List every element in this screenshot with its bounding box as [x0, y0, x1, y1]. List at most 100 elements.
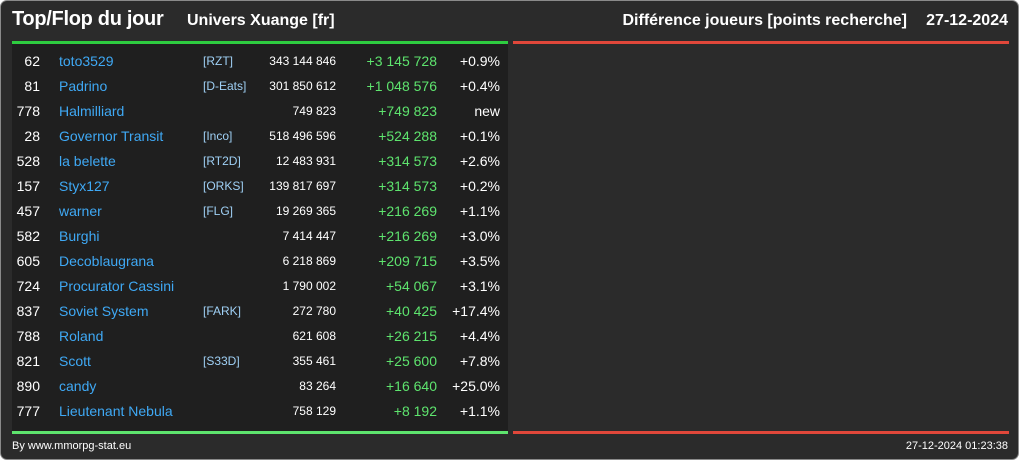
player-name-link[interactable]: Procurator Cassini	[59, 278, 175, 294]
percent-change: +0.2%	[459, 178, 500, 194]
player-name-link[interactable]: candy	[59, 378, 97, 394]
player-points: 7 414 447	[282, 229, 336, 243]
player-rank: 605	[16, 253, 40, 269]
player-points: 19 269 365	[275, 204, 336, 218]
flop-panel	[513, 41, 1009, 434]
universe-label: Univers Xuange [fr]	[187, 12, 335, 29]
page-title: Top/Flop du jour	[12, 8, 164, 30]
points-difference: +209 715	[378, 253, 437, 269]
player-name-link[interactable]: Halmilliard	[59, 103, 125, 119]
player-row: 28 Governor Transit [Inco] 518 496 596 +524 …	[12, 124, 508, 149]
player-rank: 788	[16, 328, 40, 344]
player-row: 837 Soviet System [FARK] 272 780 +40 425 +17.…	[12, 299, 508, 324]
points-difference: +216 269	[378, 228, 437, 244]
flop-panel-accent-top	[513, 41, 1009, 44]
player-name-link[interactable]: warner	[59, 203, 102, 219]
percent-change: new	[474, 103, 500, 119]
points-difference: +314 573	[378, 178, 437, 194]
player-name-link[interactable]: Styx127	[59, 178, 110, 194]
player-row: 528 la belette [RT2D] 12 483 931 +314 573 +2.…	[12, 149, 508, 174]
top-panel: 62 toto3529 [RZT] 343 144 846 +3 145 728 +0.9…	[12, 41, 508, 434]
percent-change: +7.8%	[459, 353, 500, 369]
player-name-link[interactable]: Soviet System	[59, 303, 149, 319]
player-name-link[interactable]: la belette	[59, 153, 116, 169]
player-points: 518 496 596	[269, 129, 336, 143]
percent-change: +0.1%	[459, 128, 500, 144]
percent-change: +25.0%	[452, 378, 500, 394]
player-points: 1 790 002	[282, 279, 336, 293]
player-points: 343 144 846	[269, 54, 336, 68]
alliance-tag-link[interactable]: [Inco]	[203, 129, 233, 143]
alliance-tag-link[interactable]: [D-Eats]	[203, 79, 247, 93]
percent-change: +0.4%	[459, 78, 500, 94]
player-row: 157 Styx127 [ORKS] 139 817 697 +314 573 +0.2%	[12, 174, 508, 199]
percent-change: +3.5%	[459, 253, 500, 269]
player-name-link[interactable]: Burghi	[59, 228, 100, 244]
points-difference: +216 269	[378, 203, 437, 219]
player-row: 457 warner [FLG] 19 269 365 +216 269 +1.1%	[12, 199, 508, 224]
player-name-link[interactable]: Roland	[59, 328, 104, 344]
player-rank: 890	[16, 378, 40, 394]
points-difference: +524 288	[378, 128, 437, 144]
player-rank: 62	[24, 53, 40, 69]
player-rank: 157	[16, 178, 40, 194]
alliance-tag-link[interactable]: [FARK]	[203, 304, 242, 318]
percent-change: +3.1%	[459, 278, 500, 294]
player-points: 621 608	[292, 329, 336, 343]
player-points: 758 129	[292, 404, 336, 418]
percent-change: +2.6%	[459, 153, 500, 169]
player-rank: 81	[24, 78, 40, 94]
player-rank: 28	[24, 128, 40, 144]
points-difference: +749 823	[378, 103, 437, 119]
player-points: 12 483 931	[275, 154, 336, 168]
player-points: 6 218 869	[282, 254, 336, 268]
date-label: 27-12-2024	[926, 12, 1008, 29]
player-row: 890 candy 83 264 +16 640 +25.0%	[12, 374, 508, 399]
player-name-link[interactable]: Governor Transit	[59, 128, 164, 144]
points-difference: +26 215	[386, 328, 437, 344]
alliance-tag-link[interactable]: [RZT]	[203, 54, 233, 68]
player-points: 301 850 612	[269, 79, 336, 93]
player-row: 62 toto3529 [RZT] 343 144 846 +3 145 728 +0.9…	[12, 49, 508, 74]
player-row: 605 Decoblaugrana 6 218 869 +209 715 +3.5%	[12, 249, 508, 274]
player-row: 777 Lieutenant Nebula 758 129 +8 192 +1.1%	[12, 399, 508, 424]
player-name-link[interactable]: Scott	[59, 353, 91, 369]
alliance-tag-link[interactable]: [ORKS]	[203, 179, 244, 193]
player-points: 272 780	[292, 304, 336, 318]
percent-change: +0.9%	[459, 53, 500, 69]
footer-credit: By www.mmorpg-stat.eu	[12, 440, 132, 452]
player-points: 83 264	[299, 379, 336, 393]
player-points: 749 823	[292, 104, 336, 118]
percent-change: +1.1%	[459, 403, 500, 419]
player-rank: 821	[16, 353, 40, 369]
player-name-link[interactable]: toto3529	[59, 53, 114, 69]
percent-change: +1.1%	[459, 203, 500, 219]
player-row: 821 Scott [S33D] 355 461 +25 600 +7.8%	[12, 349, 508, 374]
metric-label: Différence joueurs [points recherche]	[622, 12, 907, 29]
top-panel-accent-bottom	[12, 431, 508, 434]
player-row: 788 Roland 621 608 +26 215 +4.4%	[12, 324, 508, 349]
player-rank: 457	[16, 203, 40, 219]
player-rank: 837	[16, 303, 40, 319]
points-difference: +1 048 576	[366, 78, 437, 94]
alliance-tag-link[interactable]: [RT2D]	[203, 154, 241, 168]
player-rank: 582	[16, 228, 40, 244]
percent-change: +17.4%	[452, 303, 500, 319]
player-name-link[interactable]: Decoblaugrana	[59, 253, 154, 269]
player-rank: 528	[16, 153, 40, 169]
player-points: 355 461	[292, 354, 336, 368]
points-difference: +16 640	[386, 378, 437, 394]
percent-change: +4.4%	[459, 328, 500, 344]
player-rank: 778	[16, 103, 40, 119]
points-difference: +25 600	[386, 353, 437, 369]
points-difference: +8 192	[393, 403, 437, 419]
player-rank: 777	[16, 403, 40, 419]
alliance-tag-link[interactable]: [S33D]	[203, 354, 240, 368]
points-difference: +3 145 728	[366, 53, 437, 69]
player-name-link[interactable]: Lieutenant Nebula	[59, 403, 173, 419]
player-row: 582 Burghi 7 414 447 +216 269 +3.0%	[12, 224, 508, 249]
player-name-link[interactable]: Padrino	[59, 78, 108, 94]
player-row: 81 Padrino [D-Eats] 301 850 612 +1 048 576 +0…	[12, 74, 508, 99]
alliance-tag-link[interactable]: [FLG]	[203, 204, 234, 218]
